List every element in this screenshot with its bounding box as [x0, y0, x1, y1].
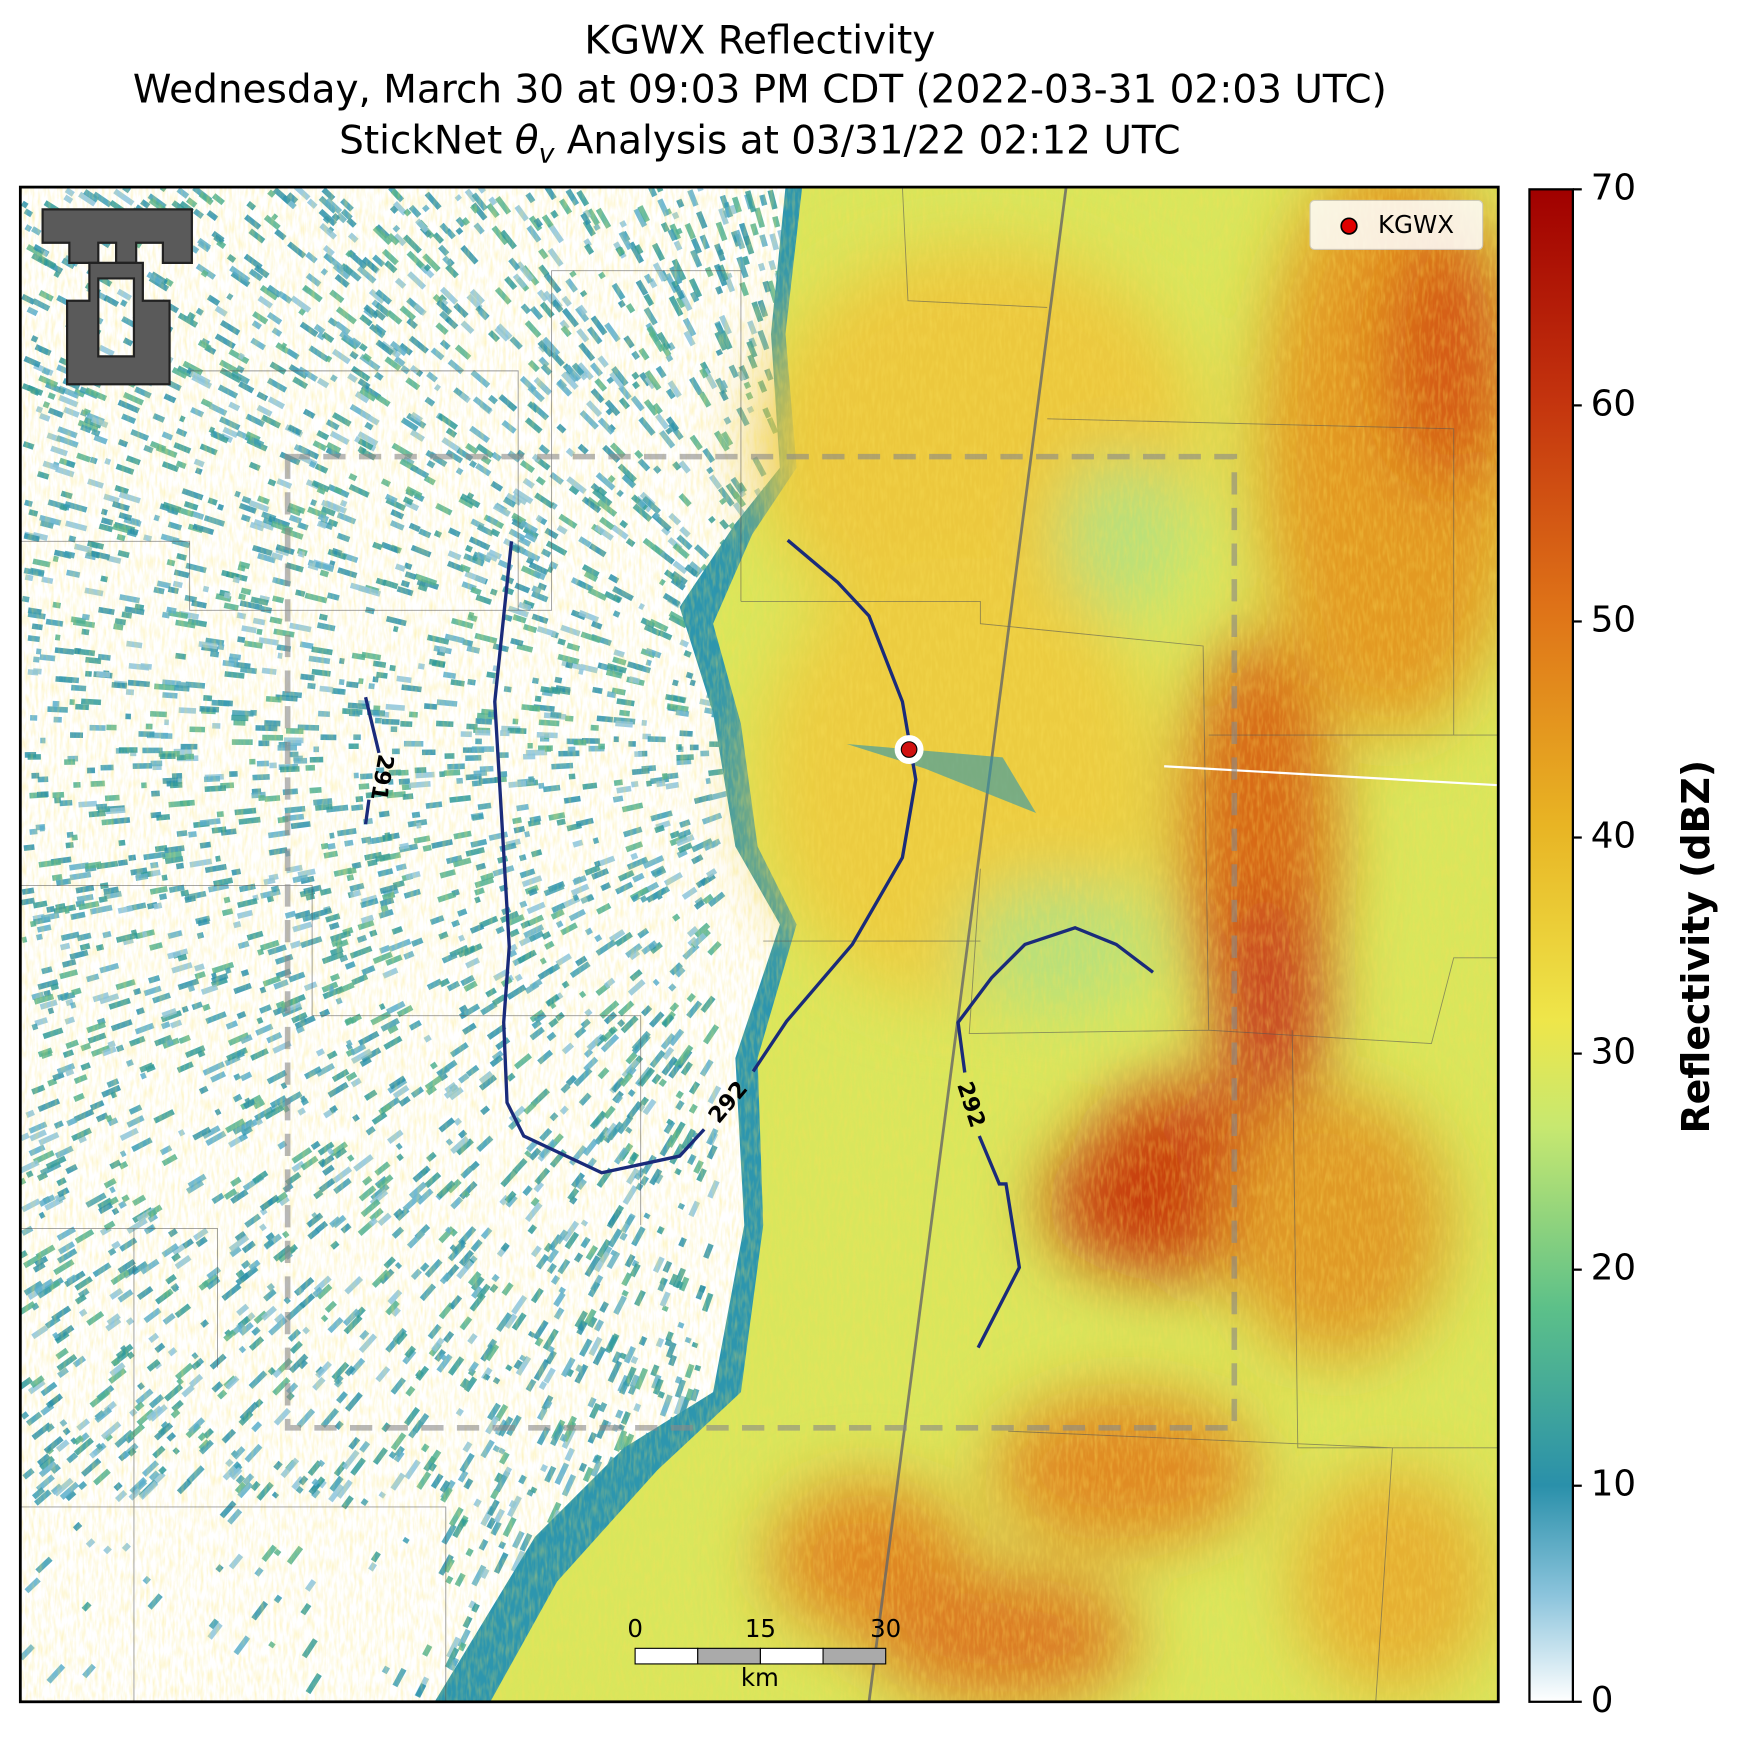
- colorbar-tick-label: 30: [1591, 1032, 1636, 1073]
- scale-tick-label: 0: [627, 1614, 643, 1643]
- scale-bar: km 0 15 30: [627, 1614, 901, 1692]
- logo: [41, 208, 193, 386]
- scale-tick-label: 30: [870, 1614, 901, 1643]
- title-suffix: Analysis at 03/31/22 02:12 UTC: [567, 119, 1181, 164]
- radar-map: 291 292 292 KGWX km 0 15 30: [20, 187, 1499, 1702]
- title: KGWX Reflectivity: [584, 18, 935, 63]
- colorbar-tick-label: 70: [1591, 167, 1636, 208]
- title-prefix: StickNet: [339, 119, 502, 164]
- scale-segment: [634, 1647, 699, 1665]
- scale-unit: km: [741, 1663, 779, 1692]
- colorbar-label: Reflectivity (dBZ): [1674, 760, 1718, 1134]
- analysis-title: StickNet θv Analysis at 03/31/22 02:12 U…: [339, 119, 1181, 170]
- legend-label: KGWX: [1378, 210, 1454, 239]
- colorbar-tick-label: 60: [1591, 383, 1636, 424]
- scale-segment: [822, 1647, 887, 1665]
- colorbar-tick-label: 40: [1591, 816, 1636, 857]
- legend: KGWX: [1309, 199, 1484, 251]
- scale-segment: [697, 1647, 761, 1665]
- scale-tick-label: 15: [745, 1614, 776, 1643]
- scale-segment: [759, 1647, 824, 1665]
- colorbar-tick-label: 10: [1591, 1464, 1636, 1505]
- subtitle: Wednesday, March 30 at 09:03 PM CDT (202…: [133, 67, 1387, 112]
- colorbar-tick-label: 50: [1591, 599, 1636, 640]
- colorbar: Reflectivity (dBZ) 0 10 20 30 40 50 60 70: [1528, 167, 1718, 1721]
- colorbar-tick-label: 0: [1591, 1680, 1614, 1721]
- theta: θ: [515, 119, 539, 164]
- colorbar-tick-label: 20: [1591, 1248, 1636, 1289]
- theta-subscript: v: [539, 139, 556, 170]
